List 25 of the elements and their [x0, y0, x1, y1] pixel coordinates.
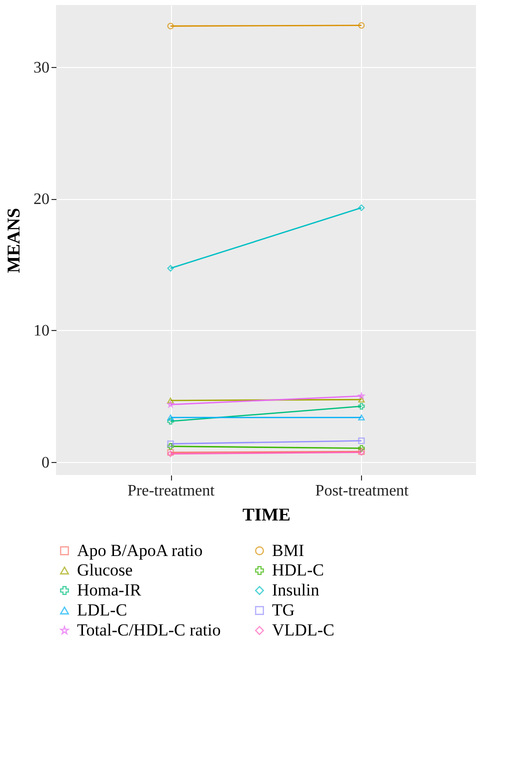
point: [358, 204, 365, 212]
point: [167, 265, 174, 272]
y-tick-label: 10: [34, 322, 50, 340]
x-axis-title: TIME: [242, 504, 291, 524]
legend-label: HDL-C: [272, 560, 324, 580]
y-tick-label: 30: [34, 59, 50, 76]
legend-label: Glucose: [77, 560, 133, 580]
point: [358, 402, 365, 410]
y-tick-label: 20: [34, 191, 50, 208]
y-tick-label: 0: [42, 454, 50, 472]
legend-label: BMI: [272, 540, 304, 560]
legend-label: Total-C/HDL-C ratio: [77, 620, 221, 640]
x-tick-label: Pre-treatment: [128, 482, 216, 500]
x-tick-label: Post-treatment: [315, 482, 410, 500]
point: [167, 440, 174, 448]
legend-label: TG: [272, 600, 295, 620]
legend-label: Homa-IR: [77, 580, 142, 600]
legend-label: Insulin: [272, 580, 320, 600]
legend-label: Apo B/ApoA ratio: [77, 540, 203, 560]
point: [358, 444, 365, 452]
legend-label: VLDL-C: [272, 620, 334, 640]
y-axis-title: MEANS: [4, 208, 24, 274]
point: [358, 437, 365, 444]
point: [167, 443, 174, 450]
legend-label: LDL-C: [77, 600, 128, 620]
